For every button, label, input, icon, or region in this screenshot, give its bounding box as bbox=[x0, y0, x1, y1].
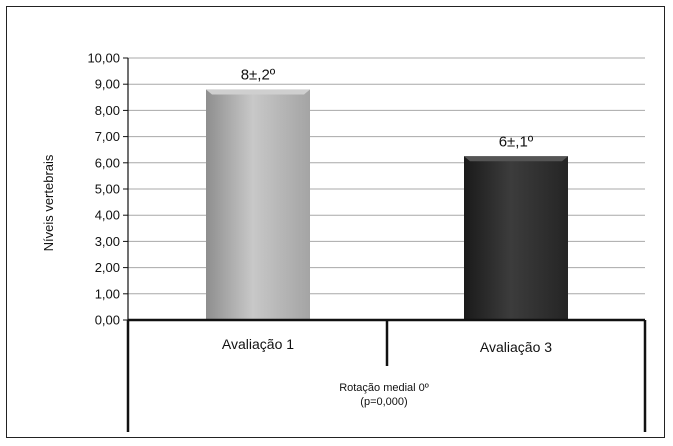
y-tick-label: 0,00 bbox=[95, 313, 120, 328]
y-tick-label: 6,00 bbox=[95, 155, 120, 170]
y-tick-label: 7,00 bbox=[95, 129, 120, 144]
y-axis-label: Níveis vertebrais bbox=[41, 154, 56, 251]
y-tick-label: 2,00 bbox=[95, 260, 120, 275]
axes bbox=[126, 58, 647, 432]
y-tick-label: 5,00 bbox=[95, 182, 120, 197]
category-label-2: Avaliação 3 bbox=[480, 339, 552, 355]
data-labels: 8±,2º 6±,1º bbox=[241, 66, 534, 150]
data-label-2: 6±,1º bbox=[499, 133, 534, 150]
y-tick-label: 9,00 bbox=[95, 77, 120, 92]
group-label-line1: Rotação medial 0º bbox=[339, 382, 429, 394]
bar-bevel-1 bbox=[206, 89, 310, 95]
category-label-1: Avaliação 1 bbox=[222, 336, 294, 352]
y-tick-label: 4,00 bbox=[95, 208, 120, 223]
bar-2 bbox=[464, 156, 568, 320]
bars bbox=[206, 89, 568, 320]
bar-bevel-2 bbox=[464, 156, 568, 162]
y-tick-label: 10,00 bbox=[87, 51, 120, 66]
y-tick-labels: 0,00 1,00 2,00 3,00 4,00 5,00 6,00 7,00 8,00 9,00… bbox=[87, 51, 120, 328]
y-tick-label: 1,00 bbox=[95, 286, 120, 301]
data-label-1: 8±,2º bbox=[241, 66, 276, 83]
bar-1 bbox=[206, 89, 310, 320]
y-tick-label: 8,00 bbox=[95, 103, 120, 118]
y-tick-label: 3,00 bbox=[95, 234, 120, 249]
group-label-line2: (p=0,000) bbox=[360, 396, 407, 408]
